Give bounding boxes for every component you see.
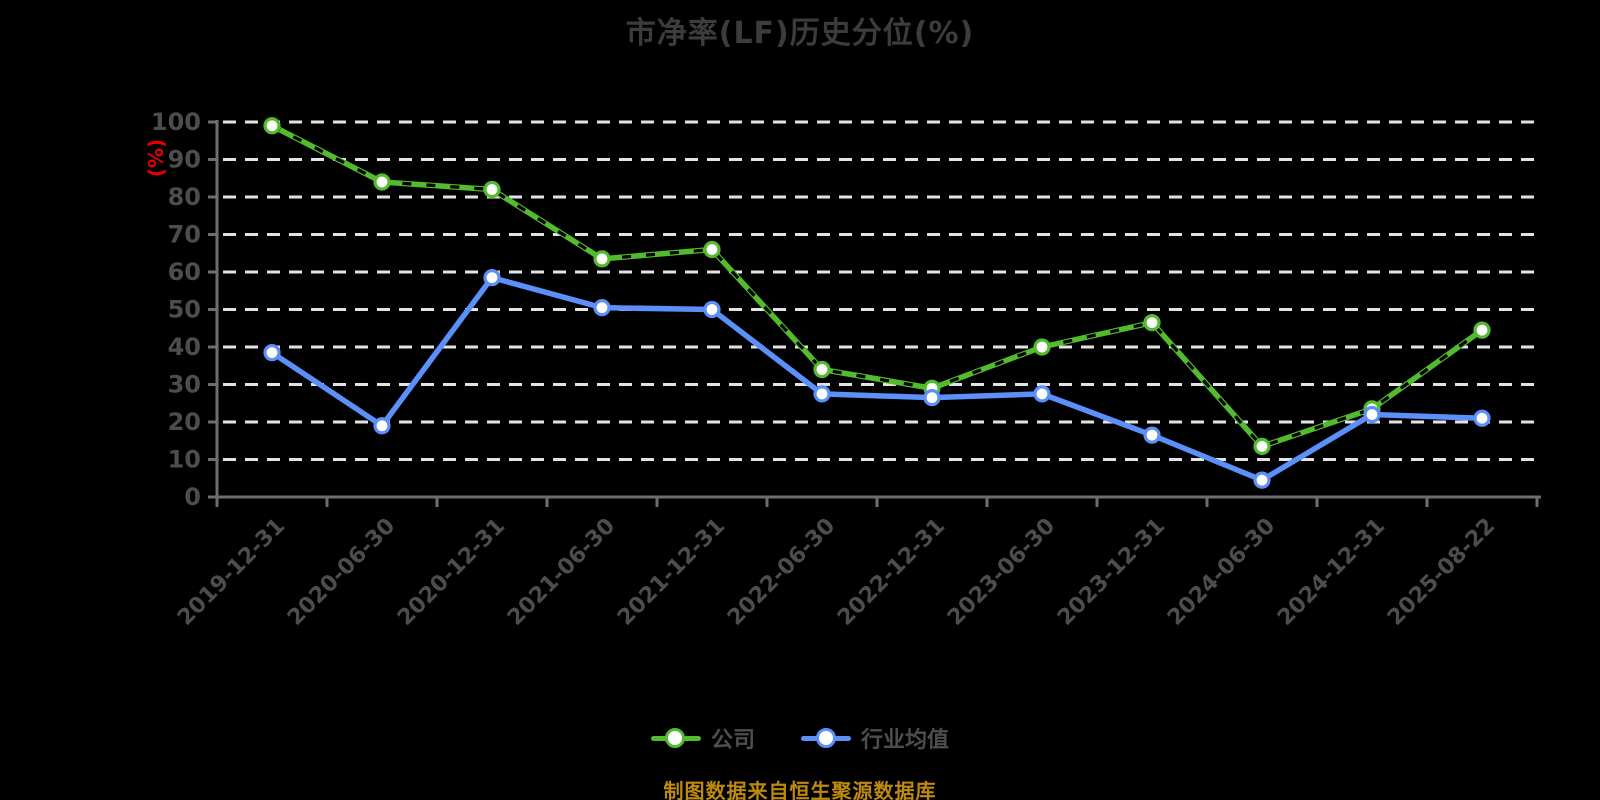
data-point-marker[interactable] — [1143, 426, 1161, 444]
data-point-marker[interactable] — [1033, 338, 1051, 356]
y-tick-label: 90 — [168, 146, 201, 174]
data-point-marker[interactable] — [1363, 405, 1381, 424]
legend-item-company[interactable]: 公司 — [650, 722, 755, 754]
y-tick-label: 30 — [168, 371, 201, 399]
data-point-marker[interactable] — [1033, 385, 1051, 403]
data-point-marker[interactable] — [373, 417, 391, 435]
data-point-marker[interactable] — [263, 117, 281, 135]
x-tick-label: 2019-12-31 — [173, 514, 290, 631]
data-point-marker[interactable] — [1473, 409, 1491, 427]
x-tick-label: 2023-06-30 — [943, 514, 1060, 631]
y-tick-label: 10 — [168, 446, 201, 474]
series-line-company — [269, 123, 1485, 450]
x-tick-label: 2024-06-30 — [1163, 514, 1280, 631]
data-point-marker[interactable] — [1473, 321, 1491, 339]
x-tick-label: 2022-12-31 — [833, 514, 950, 631]
data-point-marker[interactable] — [593, 250, 611, 268]
y-tick-label: 50 — [168, 296, 201, 324]
x-tick-label: 2021-12-31 — [613, 514, 730, 631]
legend-label-company: 公司 — [710, 728, 755, 753]
y-tick-label: 0 — [184, 483, 201, 511]
data-point-marker[interactable] — [813, 385, 831, 403]
legend-label-industry: 行业均值 — [861, 728, 950, 753]
data-point-marker[interactable] — [923, 389, 941, 407]
x-tick-label: 2020-12-31 — [393, 514, 510, 631]
data-point-marker[interactable] — [593, 299, 611, 317]
data-point-marker[interactable] — [483, 180, 501, 199]
company-line-swatch-icon — [650, 726, 701, 750]
y-tick-label: 20 — [168, 408, 201, 436]
x-tick-label: 2022-06-30 — [723, 514, 840, 631]
data-point-marker[interactable] — [1253, 437, 1271, 455]
y-tick-label: 100 — [151, 108, 201, 136]
data-point-marker[interactable] — [813, 360, 831, 379]
x-tick-label: 2024-12-31 — [1273, 514, 1390, 631]
data-point-marker[interactable] — [483, 269, 501, 287]
source-note: 制图数据来自恒生聚源数据库 — [663, 779, 937, 800]
x-tick-label: 2025-08-22 — [1383, 514, 1500, 631]
chart-legend: 公司 行业均值 — [0, 720, 1600, 756]
data-point-marker[interactable] — [1253, 471, 1271, 489]
y-tick-label: 80 — [168, 183, 201, 211]
x-tick-label: 2023-12-31 — [1053, 514, 1170, 631]
x-tick-label: 2021-06-30 — [503, 514, 620, 631]
data-point-marker[interactable] — [373, 173, 391, 191]
data-point-marker[interactable] — [263, 344, 281, 362]
series-line-industry — [269, 274, 1485, 483]
industry-line-swatch-icon — [801, 726, 851, 750]
data-point-marker[interactable] — [1143, 314, 1161, 332]
legend-item-industry[interactable]: 行业均值 — [801, 722, 949, 754]
chart-title: 市净率(LF)历史分位(%) — [625, 16, 975, 51]
x-tick-label: 2020-06-30 — [283, 514, 400, 631]
y-tick-label: 70 — [168, 221, 201, 249]
data-point-marker[interactable] — [703, 300, 721, 319]
y-tick-label: 60 — [168, 258, 201, 286]
data-point-marker[interactable] — [703, 240, 721, 259]
y-tick-label: 40 — [168, 333, 201, 361]
